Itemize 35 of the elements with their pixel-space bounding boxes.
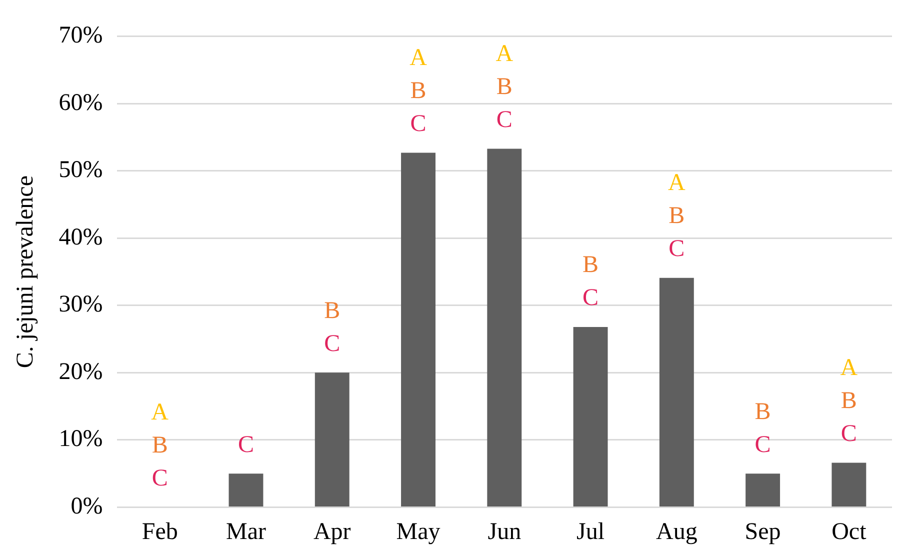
y-tick-label: 0% [70,493,103,520]
bar [832,462,866,506]
annotation: A B C [151,399,170,492]
bar [659,278,694,506]
annotation: A B C [840,355,858,448]
bar [746,474,780,506]
y-axis-title: C. jejuni prevalence [12,176,39,368]
annotation: B C [754,398,771,458]
annotation: A B C [410,45,428,138]
x-tick-label: Aug [656,518,698,545]
x-tick-label: Apr [313,518,351,545]
x-tick-label: May [396,518,440,545]
y-tick-label: 10% [58,426,103,452]
x-tick-label: Oct [832,518,867,545]
x-tick-label: Feb [142,518,178,545]
annotation: B C [324,298,340,357]
bar [573,326,608,506]
x-tick-label: Jul [576,518,605,545]
x-tick-label: Mar [226,518,266,545]
y-tick-label: 50% [58,157,103,184]
bar [487,148,522,506]
annotation: A B C [668,170,686,262]
y-tick-label: 40% [58,224,103,250]
y-tick-label: 20% [58,358,103,385]
annotation: C [238,432,254,458]
annotation: B C [582,252,599,312]
y-tick-label: 30% [58,292,103,318]
bar [228,474,264,506]
y-tick-label: 70% [58,22,103,49]
annotation: A B C [496,41,514,134]
x-tick-label: Sep [744,518,781,545]
bar [401,152,436,506]
bar [314,372,350,506]
x-tick-label: Jun [488,518,522,545]
y-tick-label: 60% [58,90,103,116]
